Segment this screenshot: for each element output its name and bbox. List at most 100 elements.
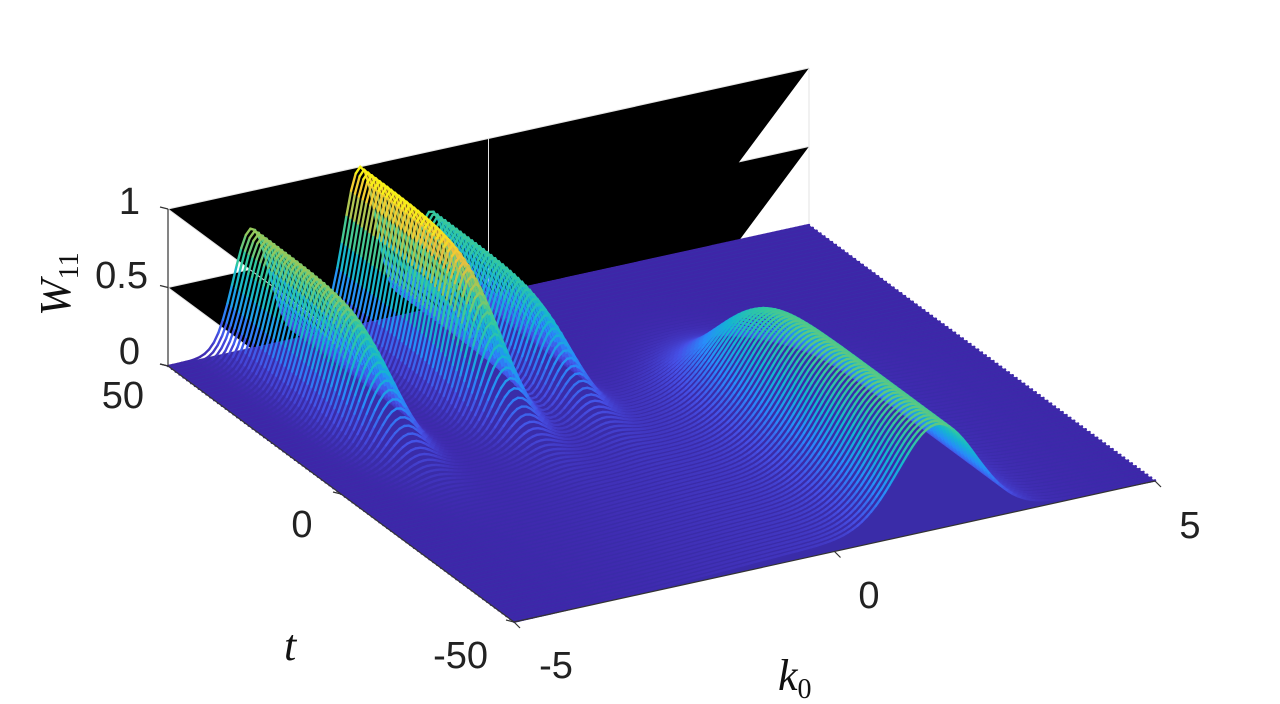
surface-segment — [279, 253, 287, 263]
surface-segment — [841, 252, 849, 256]
surface-segment — [864, 269, 872, 273]
surface-segment — [244, 319, 252, 339]
surface-segment — [364, 203, 372, 231]
surface-segment — [826, 240, 834, 245]
surface-segment — [262, 266, 270, 287]
surface-segment — [234, 267, 242, 289]
surface-segment — [220, 337, 228, 350]
surface-segment — [224, 324, 232, 340]
surface-segment — [376, 212, 384, 240]
surface-segment — [926, 314, 934, 318]
surface-segment — [362, 171, 370, 181]
surface-segment — [235, 348, 243, 361]
surface-segment — [269, 292, 277, 315]
surface-segment — [860, 266, 868, 270]
surface-segment — [356, 225, 364, 255]
surface-segment — [352, 222, 360, 252]
surface-segment — [253, 281, 261, 303]
surface-segment — [219, 349, 227, 360]
surface-segment — [239, 249, 247, 270]
surface-segment — [248, 230, 256, 240]
surface-segment — [356, 198, 364, 225]
surface-segment — [212, 331, 220, 344]
surface-segment — [266, 269, 274, 290]
surface-segment — [242, 367, 250, 377]
surface-segment — [256, 236, 264, 245]
surface-segment — [255, 245, 263, 261]
surface-segment — [385, 188, 393, 198]
surface-segment — [814, 232, 822, 236]
surface-segment — [260, 309, 268, 331]
surface-segment — [259, 248, 267, 264]
surface-segment — [217, 318, 225, 334]
surface-segment — [335, 269, 343, 294]
surface-segment — [845, 255, 853, 259]
surface-segment — [246, 369, 254, 379]
surface-segment — [386, 187, 394, 206]
surface-segment — [221, 302, 229, 321]
surface-segment — [872, 275, 880, 279]
surface-segment — [402, 199, 410, 217]
surface-segment — [350, 280, 358, 305]
surface-segment — [271, 247, 279, 257]
surface-segment — [237, 292, 245, 314]
surface-segment — [223, 352, 231, 362]
surface-segment — [207, 341, 216, 351]
surface-segment — [373, 189, 380, 210]
surface-segment — [918, 309, 926, 313]
surface-segment — [260, 330, 268, 350]
surface-segment — [244, 338, 252, 354]
surface-segment — [347, 249, 355, 278]
surface-segment — [383, 218, 391, 245]
surface-segment — [377, 182, 385, 193]
surface-segment — [384, 198, 392, 218]
surface-segment — [226, 283, 234, 305]
surface-segment — [393, 194, 400, 204]
surface-segment — [232, 330, 240, 346]
surface-segment — [250, 278, 258, 301]
surface-segment — [361, 180, 369, 201]
surface-segment — [240, 233, 248, 250]
surface-segment — [345, 189, 353, 217]
surface-segment — [230, 264, 238, 286]
surface-segment — [351, 252, 359, 281]
surface-segment — [450, 230, 458, 241]
surface-segment — [265, 290, 273, 312]
surface-segment — [244, 227, 252, 237]
surface-segment — [275, 250, 283, 260]
surface-segment — [263, 241, 271, 251]
surface-segment — [257, 284, 265, 306]
surface-segment — [454, 233, 461, 244]
surface-segment — [227, 355, 235, 365]
surface-segment — [374, 269, 382, 298]
surface-segment — [822, 237, 830, 242]
surface-segment — [358, 168, 366, 178]
surface-segment — [887, 286, 895, 290]
surface-segment — [240, 335, 248, 352]
surface-segment — [803, 223, 811, 228]
surface-segment — [837, 249, 845, 253]
surface-segment — [362, 289, 370, 314]
surface-segment — [241, 294, 249, 316]
surface-segment — [807, 226, 814, 231]
surface-segment — [899, 294, 907, 299]
surface-segment — [339, 272, 347, 297]
surface-segment — [368, 206, 376, 234]
surface-segment — [930, 317, 938, 321]
surface-segment — [910, 303, 918, 307]
surface-segment — [366, 174, 373, 184]
surface-segment — [242, 272, 250, 295]
surface-segment — [273, 275, 281, 296]
surface-segment — [340, 213, 348, 244]
surface-segment — [251, 344, 259, 360]
surface-segment — [349, 172, 357, 193]
surface-segment — [371, 236, 379, 266]
surface-segment — [340, 243, 347, 272]
surface-segment — [446, 227, 454, 239]
surface-segment — [245, 297, 253, 319]
surface-segment — [239, 351, 247, 364]
surface-segment — [818, 235, 826, 239]
surface-segment — [248, 322, 256, 341]
surface-segment — [914, 306, 922, 310]
surface-segment — [249, 300, 257, 322]
